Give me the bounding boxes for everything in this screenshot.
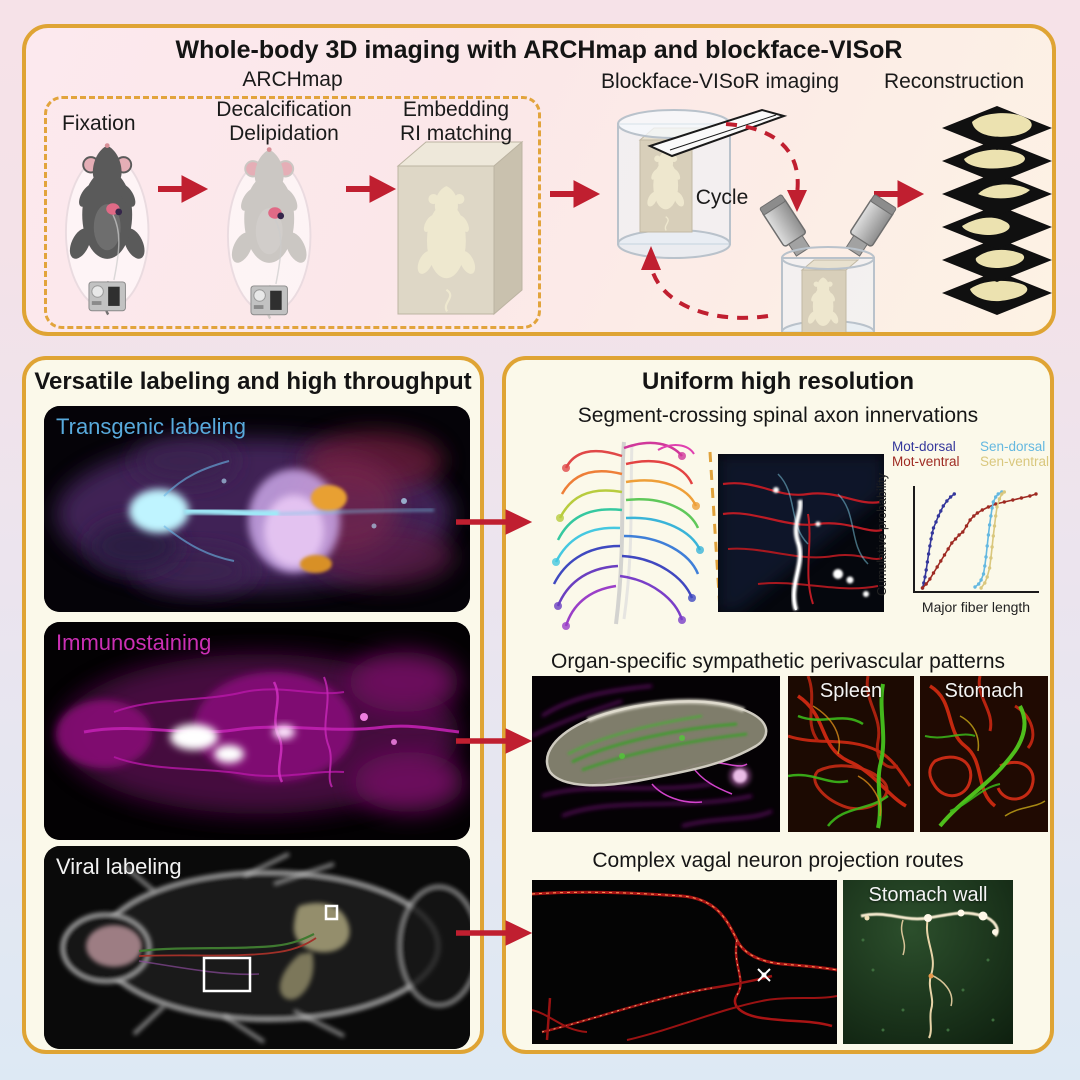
axon-closeup-image [718, 454, 884, 612]
viral-labeling-image: Viral labeling [44, 846, 470, 1049]
stomach-wall-image: Stomach wall [843, 880, 1013, 1044]
step-fixation-label: Fixation [62, 112, 136, 135]
spleen-label: Spleen [819, 680, 883, 702]
cycle-label: Cycle [695, 186, 749, 209]
top-panel: Whole-body 3D imaging with ARCHmap and b… [22, 24, 1056, 336]
spleen-closeup-image: Spleen [788, 676, 914, 832]
chart-xlabel: Major fiber length [922, 599, 1030, 615]
stomach-wall-label: Stomach wall [868, 884, 988, 906]
transgenic-labeling-image: Transgenic labeling [44, 406, 470, 612]
archmap-label: ARCHmap [242, 68, 343, 91]
blade-icon [647, 108, 788, 158]
spinal-axon-reconstruction-image [552, 441, 704, 630]
step-decal-label: Decalcification Delipidation [216, 98, 352, 146]
step-embedding-label: Embedding RI matching [399, 98, 513, 146]
spleen-overview-image [532, 676, 780, 832]
embedding-block-illustration [396, 140, 524, 316]
vagal-projection-image [532, 880, 837, 1044]
legend-entry: Mot-dorsal [892, 439, 956, 454]
blockface-container-illustration [617, 108, 788, 259]
legend-entry: Sen-dorsal [980, 439, 1046, 454]
immunostaining-image: Immunostaining [44, 622, 470, 840]
viral-labeling-label: Viral labeling [56, 854, 182, 879]
objective-lens-icon [845, 194, 897, 257]
fixation-mouse-illustration [64, 141, 151, 316]
right-panel-title: Uniform high resolution [642, 368, 914, 395]
stomach-label: Stomach [944, 680, 1024, 702]
section2-title: Organ-specific sympathetic perivascular … [550, 650, 1006, 673]
stomach-closeup-image: Stomach [920, 676, 1048, 832]
immunostaining-label: Immunostaining [56, 630, 212, 655]
reconstruction-stack-illustration [942, 106, 1052, 315]
top-panel-artwork [64, 106, 1052, 332]
top-panel-title: Whole-body 3D imaging with ARCHmap and b… [175, 36, 903, 64]
cycle-arrows [649, 122, 800, 320]
section1-title: Segment-crossing spinal axon innervation… [577, 404, 979, 427]
legend-entry: Sen-ventral [980, 453, 1050, 469]
section3-title: Complex vagal neuron projection routes [592, 849, 964, 872]
chart-legend: Mot-dorsal Sen-dorsal Mot-ventral Sen-ventr… [892, 439, 1056, 470]
objective-lens-icon [759, 194, 811, 257]
workflow-arrows [158, 175, 925, 208]
decalcified-mouse-illustration [226, 145, 313, 320]
reconstruction-label: Reconstruction [883, 70, 1025, 93]
chart-ylabel: Cumulative probability [875, 472, 889, 596]
fiber-length-chart: Cumulative probability Major fiber lengt… [875, 472, 1039, 615]
left-panel: Versatile labeling and high throughput [22, 356, 484, 1054]
blockface-label: Blockface-VISoR imaging [600, 70, 840, 93]
left-panel-title: Versatile labeling and high throughput [34, 368, 472, 395]
archmap-dashed-box [44, 96, 541, 329]
legend-entry: Mot-ventral [892, 453, 960, 469]
objective-container-illustration [759, 194, 897, 332]
right-panel: Uniform high resolution Segment-crossing… [502, 356, 1054, 1054]
transgenic-labeling-label: Transgenic labeling [56, 414, 246, 439]
